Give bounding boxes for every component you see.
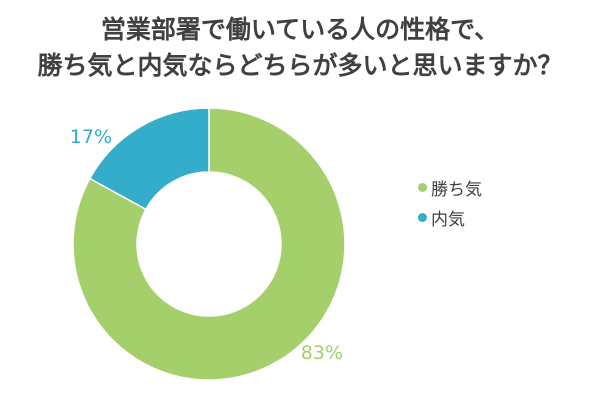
- legend-swatch-katiki: [418, 182, 427, 192]
- data-label-uchiki: 17%: [70, 126, 112, 148]
- legend-item-uchiki: 内気: [418, 202, 482, 232]
- legend-item-katiki: 勝ち気: [418, 172, 482, 202]
- chart-title: 営業部署で働いている人の性格で、 勝ち気と内気ならどちらが多いと思いますか？: [0, 12, 600, 84]
- chart-title-line-2: 勝ち気と内気ならどちらが多いと思いますか？: [37, 51, 563, 80]
- slice-katiki: [72, 107, 346, 381]
- legend-swatch-uchiki: [418, 212, 427, 222]
- legend-label-uchiki: 内気: [431, 209, 465, 230]
- slice-uchiki: [88, 107, 210, 211]
- legend-label-katiki: 勝ち気: [431, 179, 482, 200]
- data-label-katiki: 83%: [301, 342, 343, 364]
- legend: 勝ち気 内気: [418, 172, 482, 232]
- chart-title-line-1: 営業部署で働いている人の性格で、: [100, 15, 500, 44]
